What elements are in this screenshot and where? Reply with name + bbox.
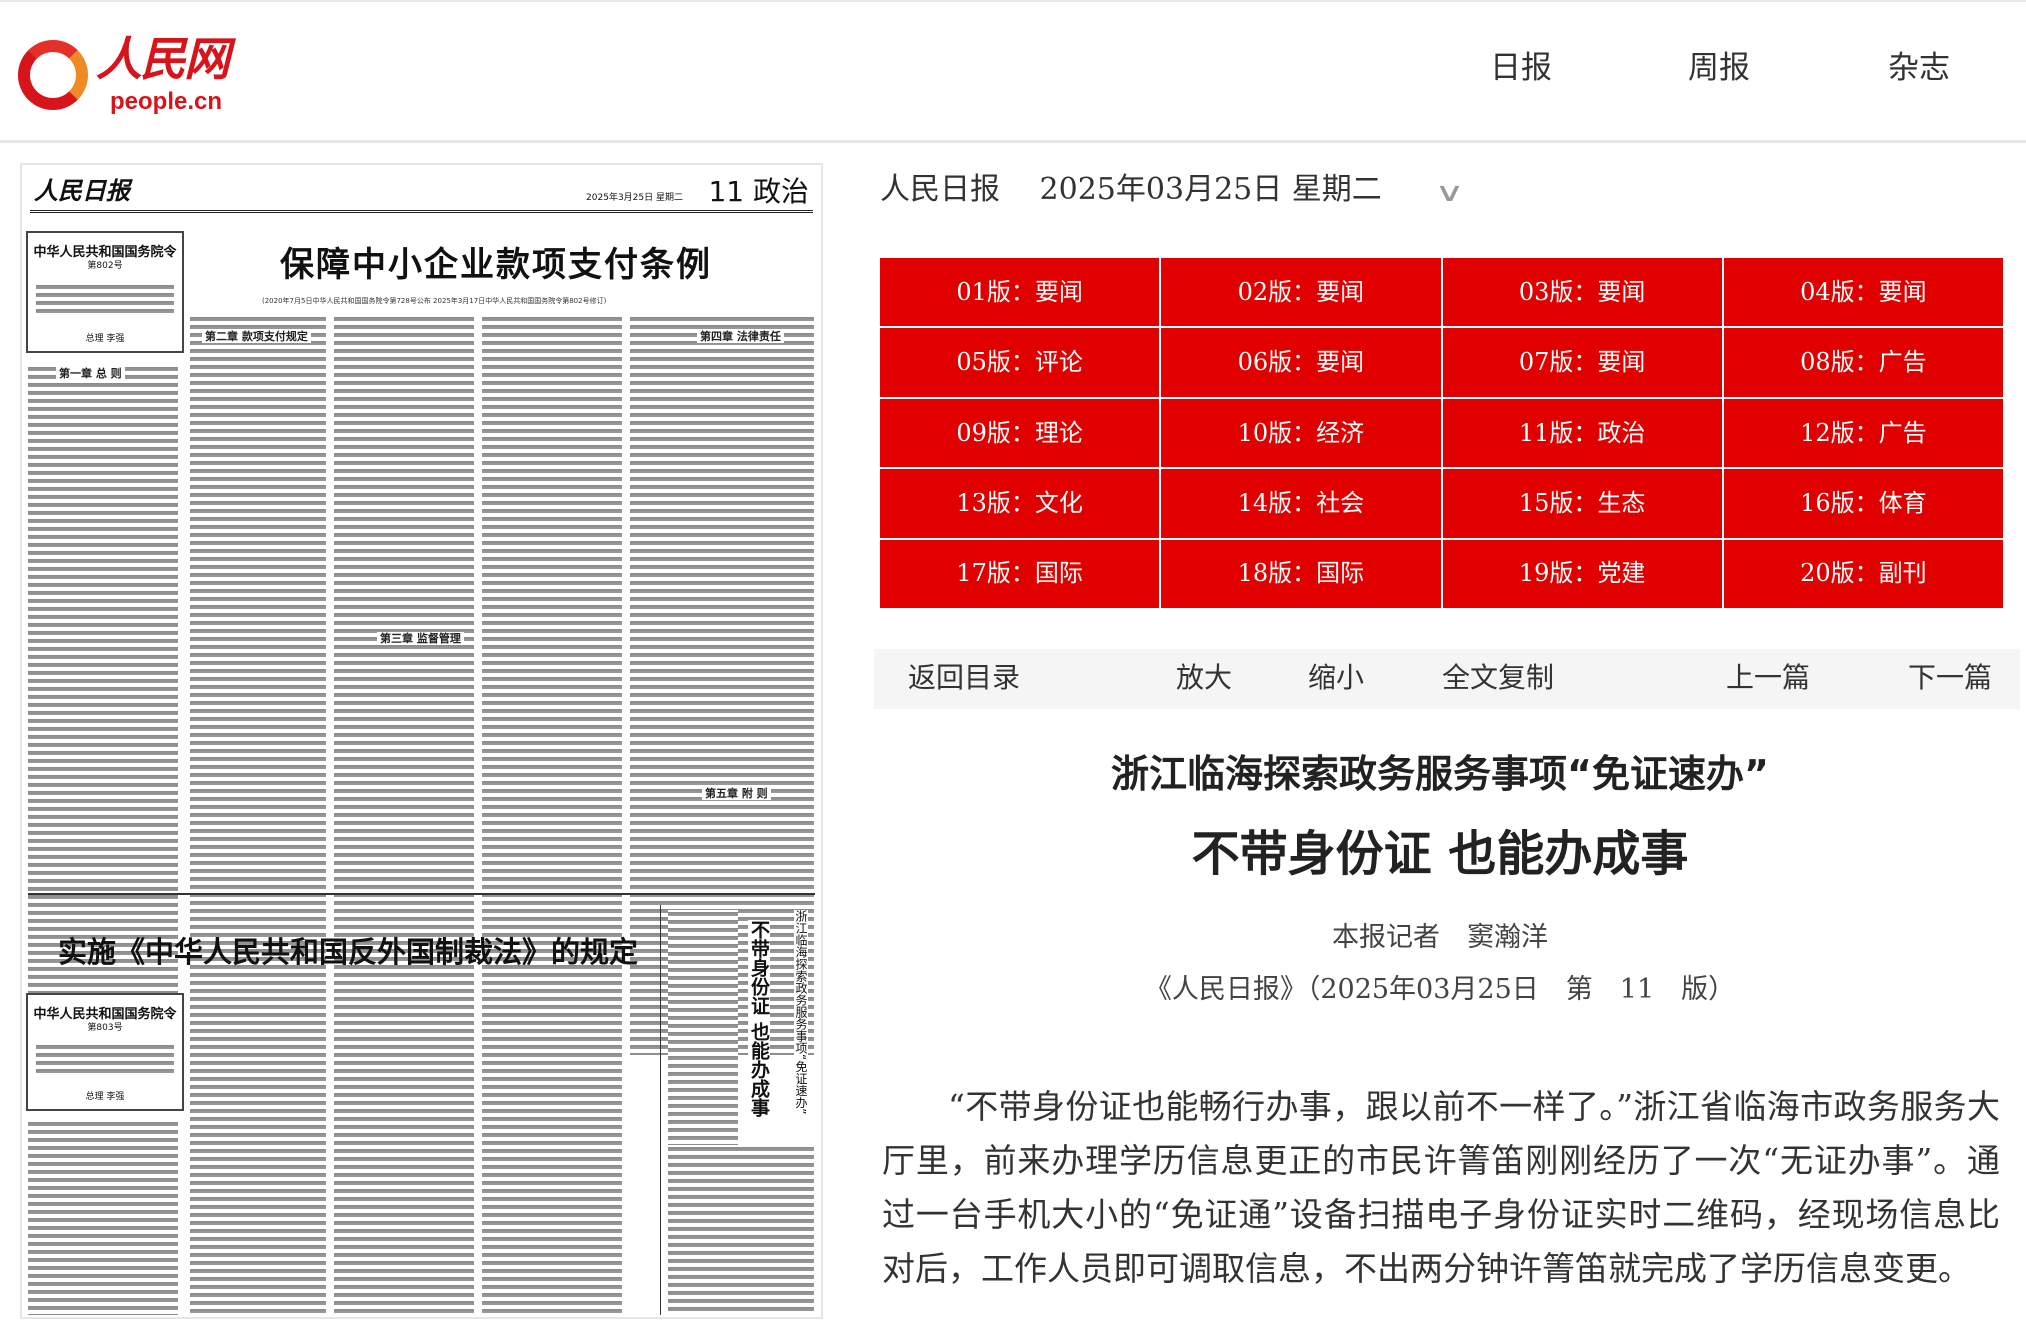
page-link[interactable]: 20版：副刊 — [1723, 539, 2003, 608]
decree-title: 中华人民共和国国务院令 — [33, 1007, 177, 1022]
page-link[interactable]: 03版：要闻 — [1442, 258, 1722, 327]
page-link[interactable]: 19版：党建 — [1442, 539, 1722, 608]
decree-title: 中华人民共和国国务院令 — [33, 245, 177, 260]
page-link[interactable]: 11版：政治 — [1442, 398, 1722, 468]
article-title: 不带身份证 也能办成事 — [1191, 826, 1689, 882]
paper-headline-1: 保障中小企业款项支付条例 — [280, 245, 712, 285]
article-toolbar: 返回目录 放大 缩小 全文复制 上一篇 下一篇 — [874, 649, 2020, 709]
people-cn-logo[interactable]: 人民网 people.cn — [18, 32, 238, 116]
paper-vertical-headline: 不带身份证 也能办成事 — [748, 920, 770, 1117]
article-source: 《人民日报》（2025年03月25日 第 11 版） — [1144, 974, 1736, 1005]
decree-box-803: 中华人民共和国国务院令 第803号 总理 李强 — [26, 993, 184, 1111]
previous-article-button[interactable]: 上一篇 — [1726, 661, 1811, 694]
paper-chapter: 第五章 附 则 — [702, 787, 771, 801]
paper-name: 人民日报 — [880, 172, 1000, 207]
site-header: 人民网 people.cn 日报 周报 杂志 — [0, 0, 2026, 143]
zoom-in-button[interactable]: 放大 — [1176, 661, 1233, 694]
page-link[interactable]: 01版：要闻 — [880, 258, 1160, 327]
article-body: “不带身份证也能畅行办事，跟以前不一样了。”浙江省临海市政务服务大厅里，前来办理… — [882, 1087, 2000, 1288]
chevron-down-icon[interactable]: ∨ — [1434, 178, 1465, 208]
edition-weekday: 星期二 — [1291, 172, 1382, 207]
page-link[interactable]: 14版：社会 — [1161, 469, 1441, 538]
page-link[interactable]: 12版：广告 — [1723, 398, 2003, 468]
paper-subline-1: (2020年7月5日中华人民共和国国务院令第728号公布 2025年3月17日中… — [262, 297, 607, 305]
next-article-button[interactable]: 下一篇 — [1908, 661, 1993, 694]
nav-weekly[interactable]: 周报 — [1688, 50, 1750, 86]
edition-date: 2025年03月25日 — [1039, 172, 1283, 207]
page-link[interactable]: 15版：生态 — [1442, 469, 1722, 538]
logo-text: 人民网 — [96, 32, 230, 86]
paper-date: 2025年3月25日 星期二 — [586, 193, 683, 203]
page-link[interactable]: 08版：广告 — [1723, 328, 2003, 397]
zoom-out-button[interactable]: 缩小 — [1308, 661, 1365, 694]
decree-signature: 总理 李强 — [85, 1092, 125, 1103]
page-link[interactable]: 17版：国际 — [880, 539, 1160, 608]
paper-chapter: 第二章 款项支付规定 — [202, 330, 311, 344]
decree-signature: 总理 李强 — [85, 334, 125, 345]
paper-vertical-kicker: 浙江临海探索政务服务事项“免证速办” — [794, 910, 808, 1115]
logo-domain: people.cn — [110, 88, 223, 115]
newspaper-page-image[interactable]: 人民日报 2025年3月25日 星期二 11 政治 中华人民共和国国务院令 第8… — [20, 163, 823, 1319]
logo-swirl-icon — [18, 40, 88, 110]
paper-chapter: 第四章 法律责任 — [697, 330, 784, 344]
paper-chapter: 第一章 总 则 — [56, 367, 125, 381]
article-kicker: 浙江临海探索政务服务事项“免证速办” — [1111, 752, 1769, 796]
paper-chapter: 第三章 监督管理 — [377, 632, 464, 646]
page-link[interactable]: 07版：要闻 — [1442, 328, 1722, 397]
page-link[interactable]: 09版：理论 — [880, 398, 1160, 468]
paper-headline-2: 实施《中华人民共和国反外国制裁法》的规定 — [58, 935, 639, 969]
page-link[interactable]: 13版：文化 — [880, 469, 1160, 538]
page-link[interactable]: 05版：评论 — [880, 328, 1160, 397]
page-link[interactable]: 18版：国际 — [1161, 539, 1441, 608]
back-to-index-button[interactable]: 返回目录 — [908, 661, 1021, 694]
page-index-grid: 01版：要闻 02版：要闻 03版：要闻 04版：要闻 05版：评论 06版：要闻 07版：… — [880, 258, 2003, 608]
page-link[interactable]: 06版：要闻 — [1161, 328, 1441, 397]
edition-selector[interactable]: 人民日报 2025年03月25日 星期二 — [880, 172, 1382, 208]
nav-daily[interactable]: 日报 — [1490, 50, 1552, 86]
paper-masthead-bar: 人民日报 2025年3月25日 星期二 11 政治 — [30, 173, 813, 213]
decree-number: 第802号 — [87, 260, 123, 271]
copy-full-text-button[interactable]: 全文复制 — [1442, 661, 1555, 694]
article-byline: 本报记者 窦瀚洋 — [1332, 922, 1548, 953]
page-link[interactable]: 10版：经济 — [1161, 398, 1441, 468]
decree-box-802: 中华人民共和国国务院令 第802号 总理 李强 — [26, 231, 184, 353]
paper-masthead: 人民日报 — [34, 176, 130, 205]
nav-magazine[interactable]: 杂志 — [1888, 50, 1950, 86]
decree-number: 第803号 — [87, 1022, 123, 1033]
paper-section: 11 政治 — [708, 175, 809, 208]
page-link[interactable]: 04版：要闻 — [1723, 258, 2003, 327]
page-link[interactable]: 02版：要闻 — [1161, 258, 1441, 327]
page-link[interactable]: 16版：体育 — [1723, 469, 2003, 538]
